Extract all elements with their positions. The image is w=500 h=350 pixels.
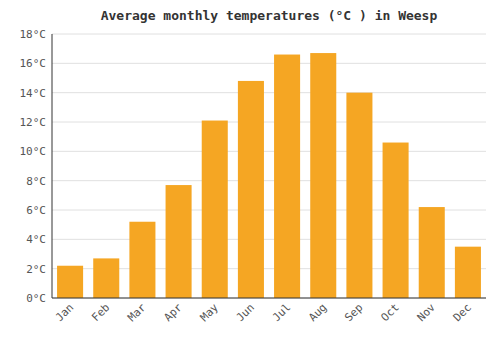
- y-tick-label: 4°C: [26, 233, 46, 246]
- x-tick-label: Feb: [89, 301, 112, 324]
- y-axis-line: [52, 34, 53, 298]
- x-tick-label: Sep: [342, 301, 365, 324]
- y-tick-label: 12°C: [20, 116, 47, 129]
- bar: [57, 266, 83, 298]
- y-tick-label: 18°C: [20, 28, 47, 41]
- bar: [93, 258, 119, 298]
- x-tick-label: Aug: [306, 301, 329, 324]
- grid-line: [52, 151, 486, 152]
- grid-line: [52, 298, 486, 299]
- bar: [202, 121, 228, 298]
- grid-line: [52, 122, 486, 123]
- y-tick-label: 8°C: [26, 175, 46, 188]
- y-tick-label: 10°C: [20, 145, 47, 158]
- grid-line: [52, 92, 486, 93]
- bar: [166, 185, 192, 298]
- y-tick-label: 16°C: [20, 57, 47, 70]
- x-tick-label: Jul: [270, 301, 293, 324]
- x-tick-label: Oct: [378, 301, 401, 324]
- x-tick-label: Jan: [53, 301, 76, 324]
- y-tick-label: 6°C: [26, 204, 46, 217]
- x-tick-label: May: [198, 301, 222, 325]
- x-tick-label: Mar: [125, 301, 149, 325]
- bar: [310, 53, 336, 298]
- bar: [238, 81, 264, 298]
- y-tick-label: 0°C: [26, 292, 46, 305]
- grid-line: [52, 63, 486, 64]
- bar: [129, 222, 155, 298]
- grid-line: [52, 34, 486, 35]
- x-tick-label: Nov: [415, 301, 439, 325]
- y-tick-label: 2°C: [26, 263, 46, 276]
- title: Average monthly temperatures (°C ) in We…: [101, 8, 438, 23]
- x-tick-label: Jun: [234, 301, 257, 324]
- bar: [419, 207, 445, 298]
- y-tick-label: 14°C: [20, 87, 47, 100]
- bar: [383, 143, 409, 298]
- x-tick-label: Apr: [161, 301, 185, 325]
- bar: [455, 247, 481, 298]
- bar: [274, 55, 300, 298]
- bars: [57, 53, 481, 298]
- x-tick-label: Dec: [451, 301, 474, 324]
- bar: [346, 93, 372, 298]
- chart: Average monthly temperatures (°C ) in We…: [0, 0, 500, 350]
- grid-line: [52, 180, 486, 181]
- x-axis-line: [52, 298, 486, 299]
- x-axis: Jan Feb Mar Apr May Jun Jul Aug Sep Oct Nov Dec: [53, 301, 474, 325]
- background: [0, 0, 500, 350]
- y-grid: 0°C 2°C 4°C 6°C 8°C 10°C 12°C 14°C 16°C 18°C: [20, 28, 487, 305]
